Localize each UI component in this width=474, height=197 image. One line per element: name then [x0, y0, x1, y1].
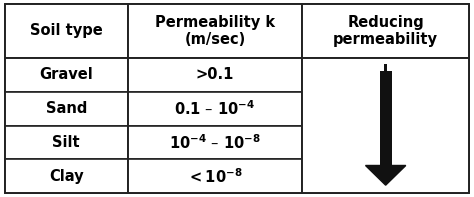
Bar	[128, 125, 302, 159]
Text: Silt: Silt	[53, 135, 80, 150]
Bar	[128, 4, 302, 58]
Bar	[128, 159, 302, 193]
Bar	[5, 92, 128, 125]
Text: $\bf{0.1}$ – $\bf{10^{-4}}$: $\bf{0.1}$ – $\bf{10^{-4}}$	[174, 99, 255, 118]
Bar	[128, 58, 302, 92]
Text: Gravel: Gravel	[39, 67, 93, 82]
Text: $\bf{10^{-4}}$ – $\bf{10^{-8}}$: $\bf{10^{-4}}$ – $\bf{10^{-8}}$	[169, 133, 261, 152]
Bar	[5, 4, 128, 58]
Bar	[302, 4, 469, 58]
Bar	[5, 159, 128, 193]
Text: Reducing
permeability: Reducing permeability	[333, 15, 438, 47]
Polygon shape	[365, 165, 406, 185]
Bar	[5, 58, 128, 92]
Bar	[384, 64, 387, 72]
Bar	[302, 58, 469, 193]
Text: $\bf{<10^{-8}}$: $\bf{<10^{-8}}$	[187, 167, 243, 186]
Text: >0.1: >0.1	[196, 67, 234, 82]
Text: Permeability k
(m/sec): Permeability k (m/sec)	[155, 15, 275, 47]
Bar	[5, 125, 128, 159]
Text: Soil type: Soil type	[30, 23, 103, 38]
Text: Sand: Sand	[46, 101, 87, 116]
Text: Clay: Clay	[49, 169, 83, 184]
Bar	[380, 71, 392, 165]
Bar	[128, 92, 302, 125]
